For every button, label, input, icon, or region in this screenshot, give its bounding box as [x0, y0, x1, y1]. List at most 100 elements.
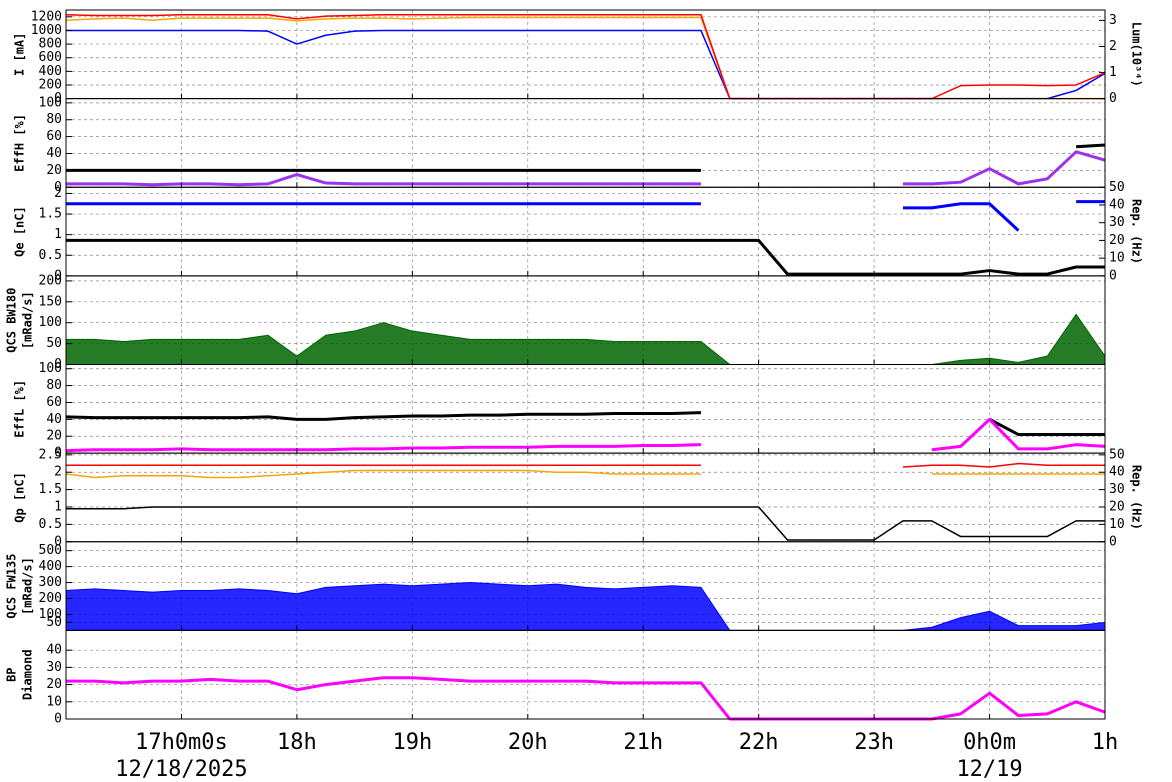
y-tick-label: 0.5 [39, 248, 62, 263]
y2-tick-label: 0 [1109, 268, 1117, 283]
series-line [66, 150, 1106, 187]
y-tick-label: 0 [54, 534, 62, 549]
y-tick-label: 100 [39, 361, 62, 376]
series-area [65, 582, 1106, 631]
y-tick-label: 60 [46, 129, 62, 144]
y-tick-label: 0 [54, 268, 62, 283]
series-line [66, 676, 1106, 721]
y-tick-label: 50 [46, 615, 62, 630]
x-tick-label: 21h [623, 730, 663, 755]
series-line [65, 411, 1105, 437]
y-tick-label: 20 [46, 163, 62, 178]
y-tick-label: 20 [46, 677, 62, 692]
y-tick-label: 60 [46, 395, 62, 410]
y-axis-label: Diamond [21, 649, 35, 700]
series-line [65, 417, 1106, 453]
y-tick-label: 200 [39, 273, 62, 288]
y-tick-label: 40 [46, 412, 62, 427]
y-tick-label: 1 [54, 227, 62, 242]
y-tick-label: 0 [54, 180, 62, 195]
y-tick-label: 50 [46, 336, 62, 351]
y-tick-label: 100 [39, 607, 62, 622]
y-axis-label: QCS FW135 [5, 554, 19, 619]
panel-frame [65, 98, 1106, 188]
y-tick-label: 80 [46, 378, 62, 393]
x-tick-label: 0h0m [963, 730, 1016, 755]
series-line [66, 506, 1105, 541]
y2-axis-label: Rep. (Hz) [1130, 465, 1144, 530]
series-line [66, 29, 1106, 100]
x-tick-label: 18h [277, 730, 317, 755]
series-line [66, 238, 1105, 276]
y-tick-label: 0.5 [39, 517, 62, 532]
y-tick-label: 300 [39, 575, 62, 590]
y2-axis-label: Lum(10³⁴) [1130, 22, 1144, 87]
y-axis-label: BP [5, 667, 19, 681]
y2-tick-label: 50 [1109, 180, 1125, 195]
series-line [65, 469, 1105, 479]
y2-tick-label: 40 [1109, 465, 1125, 480]
y-tick-label: 40 [46, 146, 62, 161]
y-tick-label: 400 [39, 64, 62, 79]
date-label: 12/19 [956, 757, 1022, 782]
y-tick-label: 0 [54, 357, 62, 372]
y-tick-label: 1.5 [39, 482, 62, 497]
y-tick-label: 100 [39, 315, 62, 330]
y2-tick-label: 10 [1109, 517, 1125, 532]
y-axis-label: EffH [%] [13, 114, 27, 172]
y-tick-label: 30 [46, 660, 62, 675]
series-line [65, 14, 1106, 100]
y-tick-label: 200 [39, 77, 62, 92]
series-line [66, 200, 1105, 232]
y-tick-label: 40 [46, 643, 62, 658]
y2-axis-label: Rep. (Hz) [1130, 199, 1144, 264]
y2-tick-label: 3 [1109, 13, 1117, 28]
y2-tick-label: 20 [1109, 233, 1125, 248]
y-tick-label: 600 [39, 50, 62, 65]
series-area [65, 313, 1106, 365]
y-tick-label: 1.5 [39, 207, 62, 222]
x-tick-label: 1h [1092, 730, 1119, 755]
y-axis-label: EffL [%] [13, 380, 27, 438]
panel-frame [65, 364, 1106, 454]
y2-tick-label: 1 [1109, 65, 1117, 80]
y-axis-label: I [mA] [13, 33, 27, 76]
y-axis-label: [mRad/s] [21, 291, 35, 349]
y-tick-label: 1200 [31, 9, 62, 24]
y2-tick-label: 2 [1109, 39, 1117, 54]
x-tick-label: 17h0m0s [135, 730, 228, 755]
y-tick-label: 10 [46, 694, 62, 709]
y-axis-label: QCS BW180 [5, 288, 19, 353]
y-tick-label: 500 [39, 543, 62, 558]
series-line [66, 462, 1105, 468]
y2-tick-label: 10 [1109, 251, 1125, 266]
y2-tick-label: 30 [1109, 482, 1125, 497]
x-tick-label: 20h [508, 730, 548, 755]
date-label: 12/18/2025 [115, 757, 247, 782]
y-tick-label: 2 [54, 465, 62, 480]
y-tick-label: 400 [39, 559, 62, 574]
y2-tick-label: 20 [1109, 499, 1125, 514]
y-tick-label: 200 [39, 591, 62, 606]
x-tick-label: 23h [854, 730, 894, 755]
y-tick-label: 0 [54, 91, 62, 106]
y2-tick-label: 40 [1109, 197, 1125, 212]
y-tick-label: 2.5 [39, 447, 62, 462]
panel-frame [65, 186, 1106, 277]
y-axis-label: Qe [nC] [13, 206, 27, 257]
series-line [66, 143, 1106, 172]
y-tick-label: 0 [54, 712, 62, 727]
y-axis-label: [mRad/s] [21, 557, 35, 615]
y-tick-label: 1 [54, 499, 62, 514]
y-tick-label: 2 [54, 186, 62, 201]
x-tick-label: 19h [392, 730, 432, 755]
x-tick-label: 22h [739, 730, 779, 755]
panel-frame [65, 629, 1106, 720]
y-tick-label: 100 [39, 95, 62, 110]
y-tick-label: 800 [39, 37, 62, 52]
panel-frame [65, 452, 1106, 543]
y-tick-label: 80 [46, 112, 62, 127]
y-tick-label: 20 [46, 429, 62, 444]
y-tick-label: 150 [39, 294, 62, 309]
